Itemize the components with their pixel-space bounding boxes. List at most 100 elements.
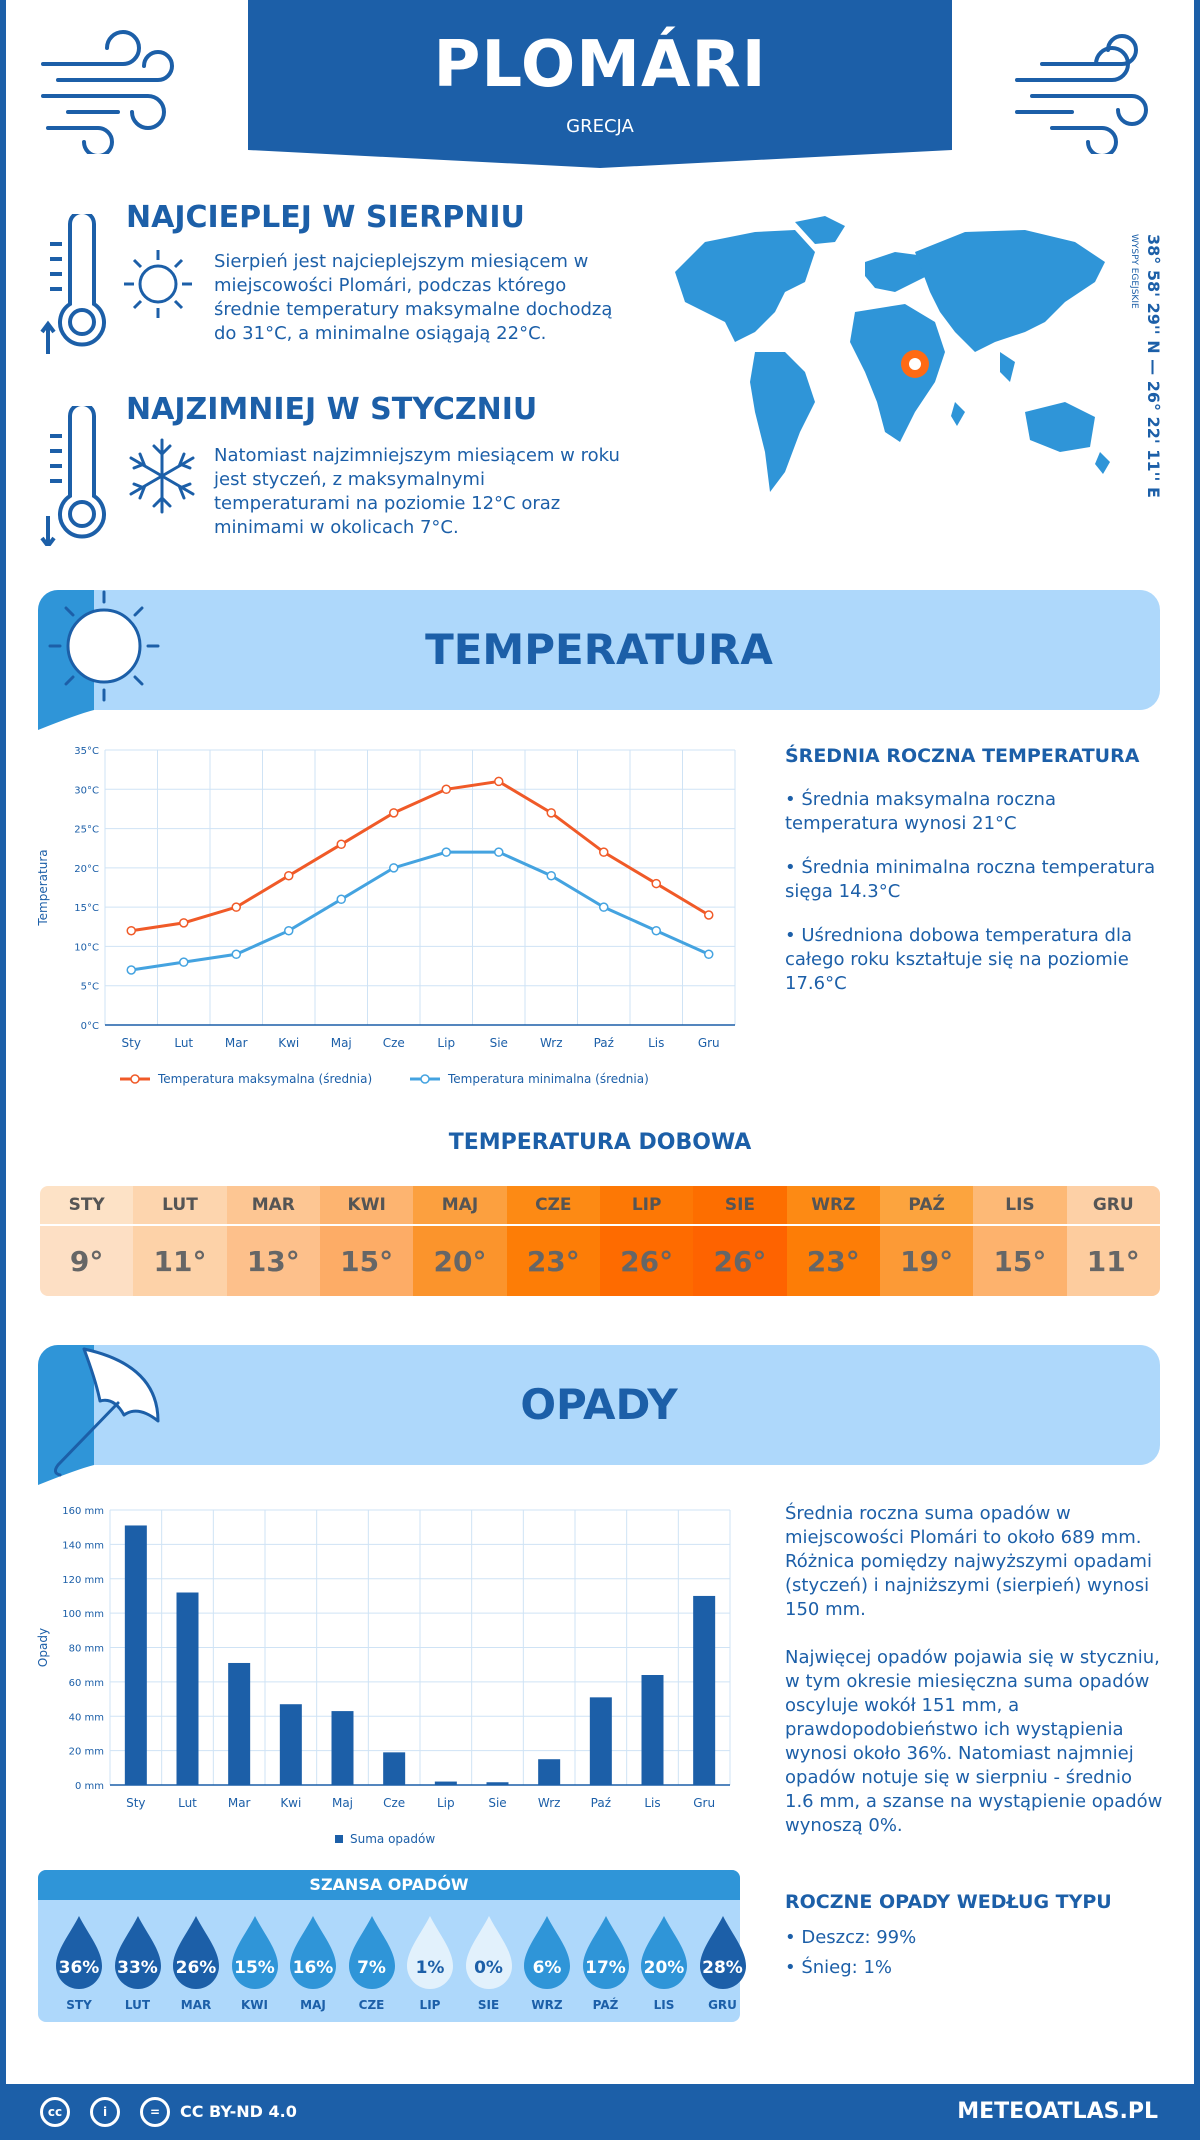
precipitation-chance-month: GRU	[708, 1998, 737, 2012]
thermometer-hot-icon	[40, 214, 106, 354]
precipitation-chance-month: PAŹ	[592, 1998, 619, 2012]
data-point	[179, 957, 189, 967]
coldest-text: Natomiast najzimniejszym miesiącem w rok…	[214, 445, 620, 538]
hottest-title: NAJCIEPLEJ W SIERPNIU	[126, 200, 525, 235]
rain-drop-icon: 15% KWI	[226, 1912, 284, 2012]
data-point	[336, 894, 346, 905]
daily-temperature-column: WRZ 23°	[786, 1186, 880, 1296]
rain-drop-icon: 0% SIE	[460, 1912, 518, 2012]
umbrella-rain-icon	[38, 1345, 160, 1485]
legend-label: Suma opadów	[350, 1832, 435, 1846]
data-point	[441, 847, 451, 857]
bar	[538, 1759, 561, 1785]
daily-temperature-column: STY 9°	[40, 1186, 134, 1296]
precipitation-type-title: ROCZNE OPADY WEDŁUG TYPU	[785, 1891, 1112, 1913]
precipitation-type: ROCZNE OPADY WEDŁUG TYPU • Deszcz: 99% •…	[785, 1890, 1165, 1980]
header-banner: PLOMÁRI GRECJA	[248, 0, 952, 168]
y-tick-label: 40 mm	[69, 1712, 104, 1723]
x-tick-label: Mar	[228, 1796, 251, 1810]
precipitation-chance-month: LIS	[653, 1998, 675, 2012]
rain-drop-icon: 17% PAŹ	[577, 1912, 635, 2012]
daily-month-label: WRZ	[786, 1186, 880, 1226]
precipitation-chance-value: 26%	[175, 1958, 217, 1978]
y-tick-label: 5°C	[81, 982, 99, 993]
cc-icon: cc	[40, 2097, 70, 2127]
daily-temperature-value: 23°	[506, 1226, 600, 1296]
data-point	[651, 878, 661, 889]
bar	[434, 1781, 457, 1785]
precipitation-chance-month: LUT	[124, 1998, 151, 2012]
y-axis-label: Temperatura	[36, 849, 50, 926]
precipitation-chance-value: 15%	[234, 1958, 275, 1978]
snowflake-icon	[129, 438, 195, 514]
x-tick-label: Sie	[488, 1796, 506, 1810]
legend-swatch	[335, 1835, 343, 1843]
daily-temperature-value: 26°	[599, 1226, 694, 1296]
y-tick-label: 35°C	[74, 746, 99, 757]
x-tick-label: Lip	[437, 1796, 455, 1810]
daily-temperature-title: TEMPERATURA DOBOWA	[448, 1130, 752, 1155]
temperature-summary: ŚREDNIA ROCZNA TEMPERATURA • Średnia mak…	[785, 744, 1165, 1016]
daily-month-label: GRU	[1066, 1186, 1160, 1226]
precipitation-chance-value: 16%	[292, 1958, 334, 1978]
precipitation-chance-month: MAR	[180, 1998, 212, 2012]
y-tick-label: 25°C	[74, 825, 99, 836]
x-tick-label: Cze	[383, 1036, 405, 1050]
site-link[interactable]: METEOATLAS.PL	[957, 2099, 1158, 2124]
daily-temperature-value: 13°	[226, 1226, 320, 1296]
data-point	[546, 870, 556, 881]
daily-temperature-column: CZE 23°	[506, 1186, 600, 1296]
legend-label: Temperatura minimalna (średnia)	[447, 1072, 649, 1086]
bar	[279, 1704, 302, 1785]
daily-temperature-value: 15°	[319, 1226, 414, 1296]
coordinates-text: 38° 58' 29'' N — 26° 22' 11'' E	[1144, 234, 1163, 498]
y-axis-label: Opady	[36, 1628, 50, 1667]
daily-month-label: CZE	[506, 1186, 600, 1226]
x-tick-label: Lis	[644, 1796, 660, 1810]
thermometer-cold-icon	[40, 406, 106, 546]
precipitation-chance-value: 7%	[357, 1958, 386, 1978]
precipitation-summary-p2: Najwięcej opadów pojawia się w styczniu,…	[785, 1647, 1163, 1836]
rain-drop-icon: 28% GRU	[694, 1912, 752, 2012]
data-point	[126, 965, 136, 975]
rain-drop-icon: 16% MAJ	[284, 1912, 342, 2012]
city-title: PLOMÁRI	[433, 28, 767, 102]
x-tick-label: Sie	[490, 1036, 508, 1050]
rain-drop-icon: 26% MAR	[167, 1912, 225, 2012]
y-tick-label: 30°C	[74, 785, 99, 796]
coldest-title: NAJZIMNIEJ W STYCZNIU	[126, 392, 538, 427]
precipitation-chance-value: 17%	[585, 1958, 626, 1978]
bar	[331, 1711, 354, 1785]
attribution-icon: i	[90, 2097, 120, 2127]
wind-icon-left	[41, 30, 174, 154]
daily-temperature-column: KWI 15°	[319, 1186, 414, 1296]
daily-temperature-value: 20°	[413, 1226, 507, 1296]
daily-month-label: LIP	[599, 1186, 694, 1226]
temperature-chart: 0°C 5°C 10°C 15°C 20°C 25°C 30°C 35°C Sty Lut Mar K…	[36, 746, 736, 1086]
legend-label: Temperatura maksymalna (średnia)	[157, 1072, 372, 1086]
world-map	[675, 216, 1110, 492]
x-tick-label: Mar	[225, 1036, 248, 1050]
hottest-fact: NAJCIEPLEJ W SIERPNIU Sierpień jest najc…	[40, 200, 640, 360]
daily-temperature-value: 26°	[693, 1226, 787, 1296]
hottest-text: Sierpień jest najcieplejszym miesiącem w…	[214, 251, 613, 344]
footer: cc i = CC BY-ND 4.0 METEOATLAS.PL	[0, 2084, 1200, 2140]
y-tick-label: 0 mm	[75, 1781, 104, 1792]
x-tick-label: Lip	[437, 1036, 455, 1050]
precipitation-chance-month: WRZ	[531, 1998, 563, 2012]
y-tick-label: 20°C	[74, 864, 99, 875]
data-point	[704, 910, 714, 920]
precipitation-chance-title: SZANSA OPADÓW	[38, 1870, 740, 1900]
series-line	[131, 779, 710, 933]
x-tick-label: Sty	[122, 1036, 141, 1050]
daily-temperature-column: MAJ 20°	[413, 1186, 507, 1296]
precipitation-chance-drops: 36% STY 33% LUT 26% MAR 15% KWI 16% MAJ 7% CZE 1% LIP…	[38, 1912, 746, 2022]
precipitation-chance-value: 28%	[702, 1958, 743, 1978]
precipitation-band: OPADY	[38, 1345, 1160, 1485]
x-tick-label: Lut	[178, 1796, 197, 1810]
data-point	[546, 808, 556, 818]
x-tick-label: Cze	[383, 1796, 405, 1810]
temperature-title: TEMPERATURA	[425, 625, 773, 674]
y-tick-label: 10°C	[74, 942, 99, 953]
rain-drop-icon: 6% WRZ	[518, 1912, 576, 2012]
